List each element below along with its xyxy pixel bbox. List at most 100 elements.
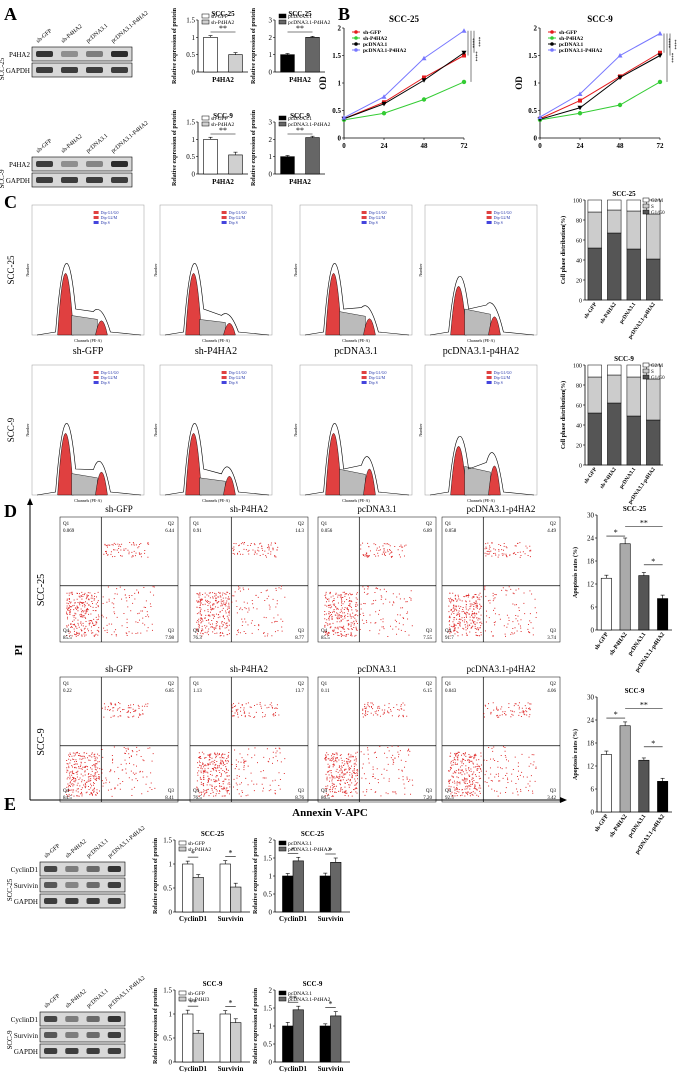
chart-a3: 0 0.5 1 1.5 SCC-9 Relative expression of prot…	[172, 109, 248, 186]
y-axis-label: Relative expression of protein	[172, 109, 178, 186]
point	[617, 102, 623, 108]
y-tick-label: 0	[269, 1059, 273, 1067]
x-tick-label: 24	[381, 142, 389, 150]
category-label: pcDNA3.1	[619, 467, 638, 491]
point	[461, 28, 467, 33]
y-tick-label: 0.5	[263, 891, 272, 899]
q3-value: 7.20	[423, 796, 432, 801]
sig-mark: **	[296, 24, 304, 33]
legend-label: sh-GFP	[188, 841, 205, 847]
legend-label: sh-GFP	[211, 116, 228, 122]
x-axis-label: P4HA2	[212, 76, 234, 84]
sig-mark: ****	[665, 38, 670, 49]
legend-label: Dip S	[229, 220, 238, 225]
y-tick-label: 0	[269, 69, 273, 77]
category-label: CyclinD1	[279, 1065, 308, 1072]
y-axis-label: Number	[418, 423, 423, 437]
y-axis-label: Number	[25, 423, 30, 437]
point	[658, 50, 662, 55]
legend-label: Dip S	[101, 380, 110, 385]
blot-strip	[39, 1011, 126, 1027]
blot-band	[86, 177, 103, 183]
histogram-envelope	[36, 263, 142, 336]
dotplot-title: pcDNA3.1-p4HA2	[467, 664, 536, 674]
q3-value: 8.77	[295, 636, 304, 641]
y-tick-label: 30	[587, 694, 595, 702]
legend-label: pcDNA3.1	[288, 116, 312, 122]
q2-value: 6.44	[165, 529, 174, 534]
point	[422, 75, 426, 80]
stacked-segment	[646, 213, 661, 260]
legend-swatch	[361, 216, 367, 219]
y-tick-label: 2	[269, 987, 273, 995]
point	[578, 98, 582, 103]
legend-label: Dip S	[494, 380, 503, 385]
bar	[657, 598, 669, 631]
g1-peak	[57, 273, 74, 336]
y-tick-label: 18	[587, 558, 595, 566]
y-tick-label: 0	[338, 135, 342, 143]
bar	[619, 543, 631, 631]
y-tick-label: 2	[269, 34, 273, 42]
y-tick-label: 0.5	[528, 107, 537, 115]
q3-label: Q3	[298, 789, 305, 794]
category-label: sh-P4HA2	[599, 302, 618, 325]
protein-label: Survivin	[14, 1032, 39, 1040]
dotplot-frame	[441, 516, 561, 643]
legend-label: sh-P4HA2	[211, 122, 234, 128]
q3-value: 8.76	[295, 796, 304, 801]
lane-label: pcDNA3.1-P4HA2	[110, 10, 149, 44]
y-axis-label: OD	[514, 76, 524, 90]
sig-mark: **	[289, 994, 297, 1003]
dotplot: pcDNA3.1-p4HA2 Q1 0.043 Q2 4.06 Q4 92.5 Q3 3.42	[441, 664, 561, 803]
g2-peak	[95, 320, 108, 336]
bar	[319, 1025, 331, 1063]
legend-label: Dip S	[369, 220, 378, 225]
y-tick-label: 1	[338, 80, 342, 88]
sig-mark: *	[329, 1000, 333, 1009]
blot-band	[86, 1016, 100, 1022]
stacked-segment	[587, 412, 602, 466]
chart-title: SCC-25	[288, 10, 312, 18]
chart-d2: 0 6 12 18 24 30 SCC-9 Apoptosis rates (%) sh-GFP…	[572, 687, 672, 856]
sig-mark: ****	[475, 37, 480, 48]
legend-label: Dip G1/G0	[369, 210, 387, 215]
point	[421, 97, 427, 102]
point	[577, 91, 583, 96]
pi-label: PI	[13, 645, 25, 656]
chart-e4: 0 0.5 1 1.5 2 SCC-9 Relative expression of pro…	[253, 980, 350, 1072]
sig-mark: **	[219, 126, 227, 135]
y-axis-label: Number	[418, 263, 423, 277]
legend-label: pcDNA3.1	[288, 991, 312, 997]
y-tick-label: 60	[576, 404, 582, 410]
x-axis-label: Channels (PE-A)	[467, 498, 495, 503]
legend-label: sh-GFP	[188, 991, 205, 997]
condition-label: pcDNA3.1-p4HA2	[443, 346, 519, 357]
stacked-segment	[646, 419, 661, 466]
protein-label: P4HA2	[9, 161, 31, 169]
y-tick-label: 40	[576, 259, 582, 265]
y-axis-label: Cell phase distribution(%)	[560, 381, 567, 449]
bar	[657, 781, 669, 813]
y-tick-label: 1	[192, 34, 196, 42]
condition-label: sh-P4HA2	[195, 346, 237, 357]
chart-title: SCC-9	[290, 112, 310, 120]
legend-swatch	[93, 376, 99, 379]
q4-value: 76.3	[193, 636, 202, 641]
cell-line-label: SCC-25	[6, 255, 16, 285]
blot-band	[107, 1016, 121, 1022]
s-phase	[464, 466, 491, 496]
q1-label: Q1	[193, 682, 200, 687]
lane-label: sh-GFP	[43, 843, 61, 860]
legend-label: pcDNA3.1	[363, 42, 388, 48]
chart-title: SCC-25	[301, 830, 325, 838]
g1-peak	[325, 433, 342, 496]
q3-value: 7.98	[165, 636, 174, 641]
legend-swatch	[486, 221, 492, 224]
x-axis-label: Channels (PE-A)	[342, 498, 370, 503]
lane-label: pcDNA3.1	[86, 988, 110, 1009]
legend-swatch	[201, 115, 210, 121]
